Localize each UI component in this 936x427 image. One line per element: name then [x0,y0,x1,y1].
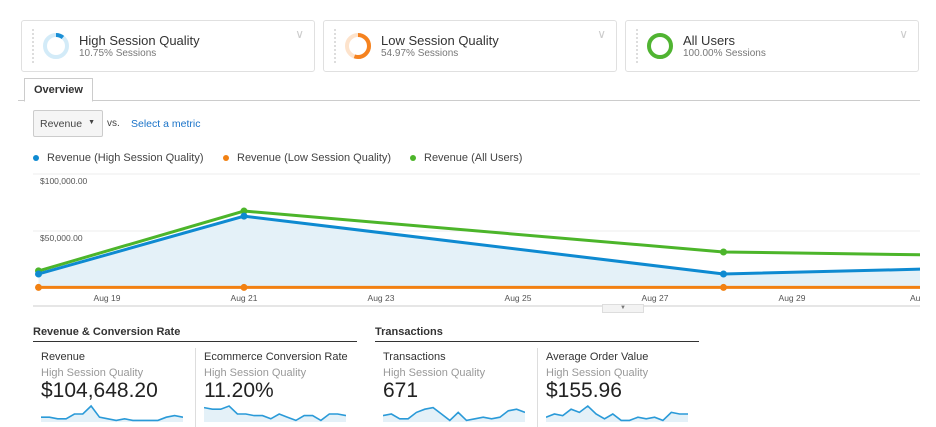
sparkline [383,406,525,422]
series-line [38,214,920,276]
legend-dot [33,155,39,161]
segment-title: High Session Quality [79,33,200,48]
select-metric-link[interactable]: Select a metric [131,118,201,130]
x-tick-label: Aug 25 [504,293,532,303]
metric-name: Transactions [383,351,446,363]
sparkline [204,405,346,422]
chevron-down-icon[interactable]: ∨ [597,27,606,41]
plot-area [35,207,920,291]
data-point [720,283,727,291]
legend-item-all[interactable]: Revenue (All Users) [410,152,522,164]
chart-resize-handle[interactable]: ▼ [602,304,644,313]
legend-label: Revenue (Low Session Quality) [237,152,392,164]
x-tick-label: Aug 29 [778,293,806,303]
vs-label: vs. [107,118,120,129]
drag-handle[interactable] [636,29,639,63]
metric-dropdown[interactable]: Revenue ▼ [33,110,103,137]
legend-dot [223,155,229,161]
metric-dropdown-value: Revenue [40,118,83,130]
segment-title: All Users [683,33,736,48]
section-heading-transactions: Transactions [375,326,699,342]
tab-bar [18,92,920,101]
metric-segment: High Session Quality [546,367,649,379]
segment-subtitle: 54.97% Sessions [381,48,459,59]
legend-label: Revenue (All Users) [424,152,523,164]
metric-value: $155.96 [546,379,622,402]
series-area [38,216,920,288]
metric-name: Ecommerce Conversion Rate [204,351,348,363]
legend-label: Revenue (High Session Quality) [47,152,204,164]
y-tick-label: $50,000.00 [40,233,83,243]
metric-value: 11.20% [204,379,274,402]
chevron-down-icon[interactable]: ∨ [295,27,304,41]
data-point [240,283,248,291]
x-tick-label: Aug 27 [641,293,669,303]
caret-down-icon: ▼ [88,119,95,126]
metric-name: Revenue [41,351,86,363]
metric-card[interactable]: Ecommerce Conversion Rate High Session Qu… [195,348,357,427]
segment-ring-icon [647,33,673,59]
series-line [38,209,920,273]
drag-handle[interactable] [32,29,35,63]
data-point [240,207,248,215]
line-chart [33,173,920,307]
tab-overview[interactable]: Overview [24,78,93,102]
metric-card[interactable]: Revenue High Session Quality $104,648.20 [33,348,195,427]
x-tick-label: Aug 31 [910,293,920,303]
segment-subtitle: 100.00% Sessions [683,48,766,59]
segment-ring-icon [345,33,371,59]
y-tick-label: $100,000.00 [40,176,88,186]
metric-segment: High Session Quality [41,367,144,379]
segment-card-all-users[interactable]: All Users 100.00% Sessions ∨ [625,20,919,72]
sparkline [41,404,183,422]
metric-card[interactable]: Transactions High Session Quality 671 [375,348,537,427]
metric-segment: High Session Quality [383,367,486,379]
drag-handle[interactable] [334,29,337,63]
x-tick-label: Aug 19 [93,293,121,303]
chevron-down-icon[interactable]: ∨ [899,27,908,41]
data-point [720,270,727,278]
data-point [35,283,42,291]
metric-segment: High Session Quality [204,367,307,379]
x-tick-label: Aug 23 [367,293,395,303]
legend-dot [410,155,416,161]
sparkline [546,404,688,422]
x-tick-label: Aug 21 [230,293,258,303]
data-point [35,270,42,278]
metric-value: 671 [383,379,419,402]
segment-card-low-quality[interactable]: Low Session Quality 54.97% Sessions ∨ [323,20,617,72]
legend-item-low[interactable]: Revenue (Low Session Quality) [223,152,391,164]
section-heading-revenue: Revenue & Conversion Rate [33,326,357,342]
segment-card-high-quality[interactable]: High Session Quality 10.75% Sessions ∨ [21,20,315,72]
segment-ring-icon [43,33,69,59]
legend-item-high[interactable]: Revenue (High Session Quality) [33,152,204,164]
segment-title: Low Session Quality [381,33,499,48]
data-point [720,248,727,256]
metric-card[interactable]: Average Order Value High Session Quality $… [537,348,699,427]
segment-subtitle: 10.75% Sessions [79,48,157,59]
metric-value: $104,648.20 [41,379,158,402]
metric-name: Average Order Value [546,351,649,363]
data-point [240,212,248,220]
